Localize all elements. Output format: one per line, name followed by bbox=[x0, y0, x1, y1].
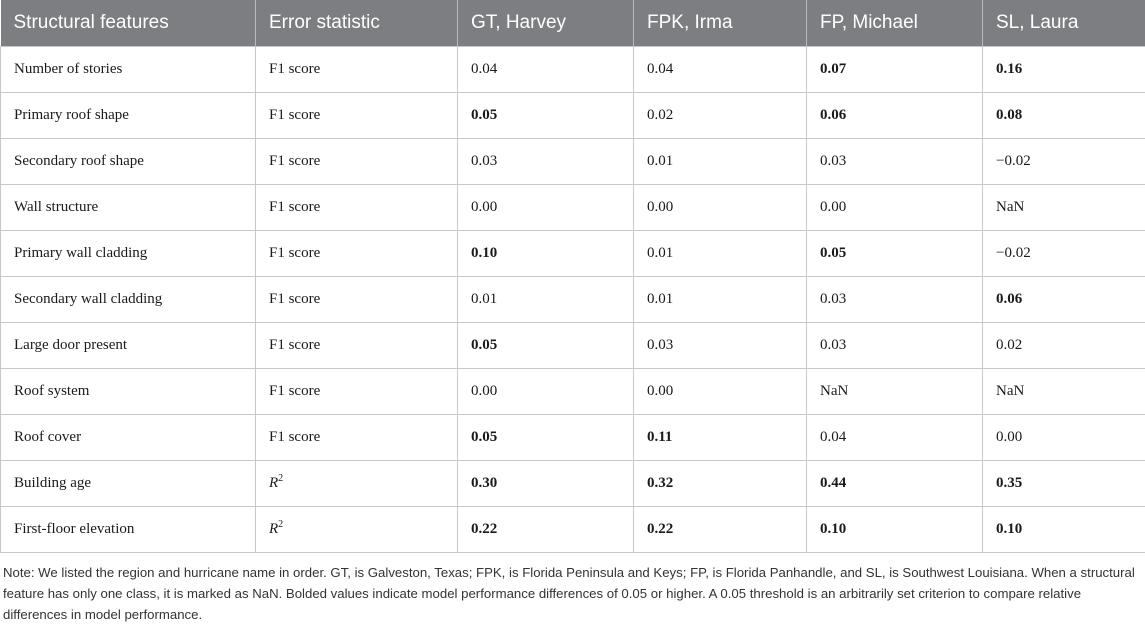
value-cell: 0.03 bbox=[807, 277, 983, 323]
value-cell: 0.06 bbox=[983, 277, 1145, 323]
error-statistic-cell: F1 score bbox=[256, 277, 458, 323]
feature-cell: Number of stories bbox=[1, 47, 256, 93]
value-cell: 0.03 bbox=[634, 323, 807, 369]
value-cell: 0.10 bbox=[807, 507, 983, 553]
feature-cell: Secondary wall cladding bbox=[1, 277, 256, 323]
value-cell: 0.08 bbox=[983, 93, 1145, 139]
statistic-superscript: 2 bbox=[278, 519, 283, 530]
error-statistic-cell: R2 bbox=[256, 461, 458, 507]
value-cell: 0.01 bbox=[458, 277, 634, 323]
value-cell: 0.00 bbox=[458, 369, 634, 415]
value-cell: 0.01 bbox=[634, 139, 807, 185]
value-cell: 0.22 bbox=[634, 507, 807, 553]
value-cell: NaN bbox=[983, 369, 1145, 415]
header-structural-features: Structural features bbox=[1, 0, 256, 47]
value-cell: 0.32 bbox=[634, 461, 807, 507]
value-cell: 0.16 bbox=[983, 47, 1145, 93]
value-cell: 0.05 bbox=[458, 93, 634, 139]
header-gt-harvey: GT, Harvey bbox=[458, 0, 634, 47]
error-statistic-cell: F1 score bbox=[256, 415, 458, 461]
statistic-superscript: 2 bbox=[278, 473, 283, 484]
value-cell: 0.00 bbox=[458, 185, 634, 231]
value-cell: 0.30 bbox=[458, 461, 634, 507]
value-cell: 0.03 bbox=[807, 323, 983, 369]
error-statistic-cell: F1 score bbox=[256, 139, 458, 185]
feature-cell: Roof system bbox=[1, 369, 256, 415]
value-cell: 0.05 bbox=[807, 231, 983, 277]
value-cell: 0.00 bbox=[634, 185, 807, 231]
error-statistic-cell: F1 score bbox=[256, 231, 458, 277]
value-cell: 0.00 bbox=[983, 415, 1145, 461]
feature-cell: Primary wall cladding bbox=[1, 231, 256, 277]
value-cell: 0.35 bbox=[983, 461, 1145, 507]
value-cell: 0.04 bbox=[807, 415, 983, 461]
value-cell: 0.00 bbox=[634, 369, 807, 415]
error-statistic-cell: F1 score bbox=[256, 369, 458, 415]
feature-cell: Building age bbox=[1, 461, 256, 507]
header-fp-michael: FP, Michael bbox=[807, 0, 983, 47]
value-cell: 0.01 bbox=[634, 231, 807, 277]
statistic-symbol: R bbox=[269, 521, 278, 537]
value-cell: −0.02 bbox=[983, 231, 1145, 277]
value-cell: NaN bbox=[807, 369, 983, 415]
header-sl-laura: SL, Laura bbox=[983, 0, 1145, 47]
value-cell: 0.04 bbox=[634, 47, 807, 93]
feature-cell: Secondary roof shape bbox=[1, 139, 256, 185]
results-table: Structural features Error statistic GT, … bbox=[0, 0, 1145, 553]
value-cell: 0.02 bbox=[634, 93, 807, 139]
error-statistic-cell: R2 bbox=[256, 507, 458, 553]
value-cell: 0.10 bbox=[983, 507, 1145, 553]
header-row: Structural features Error statistic GT, … bbox=[1, 0, 1145, 47]
value-cell: 0.06 bbox=[807, 93, 983, 139]
value-cell: −0.02 bbox=[983, 139, 1145, 185]
statistic-symbol: R bbox=[269, 475, 278, 491]
value-cell: 0.44 bbox=[807, 461, 983, 507]
value-cell: 0.04 bbox=[458, 47, 634, 93]
value-cell: NaN bbox=[983, 185, 1145, 231]
header-fpk-irma: FPK, Irma bbox=[634, 0, 807, 47]
feature-cell: Roof cover bbox=[1, 415, 256, 461]
value-cell: 0.05 bbox=[458, 323, 634, 369]
value-cell: 0.01 bbox=[634, 277, 807, 323]
header-error-statistic: Error statistic bbox=[256, 0, 458, 47]
error-statistic-cell: F1 score bbox=[256, 185, 458, 231]
feature-cell: Large door present bbox=[1, 323, 256, 369]
value-cell: 0.00 bbox=[807, 185, 983, 231]
value-cell: 0.05 bbox=[458, 415, 634, 461]
value-cell: 0.03 bbox=[458, 139, 634, 185]
value-cell: 0.22 bbox=[458, 507, 634, 553]
error-statistic-cell: F1 score bbox=[256, 323, 458, 369]
table-note: Note: We listed the region and hurricane… bbox=[3, 562, 1143, 625]
value-cell: 0.11 bbox=[634, 415, 807, 461]
value-cell: 0.03 bbox=[807, 139, 983, 185]
value-cell: 0.02 bbox=[983, 323, 1145, 369]
error-statistic-cell: F1 score bbox=[256, 47, 458, 93]
error-statistic-cell: F1 score bbox=[256, 93, 458, 139]
feature-cell: Wall structure bbox=[1, 185, 256, 231]
feature-cell: First-floor elevation bbox=[1, 507, 256, 553]
value-cell: 0.10 bbox=[458, 231, 634, 277]
value-cell: 0.07 bbox=[807, 47, 983, 93]
feature-cell: Primary roof shape bbox=[1, 93, 256, 139]
